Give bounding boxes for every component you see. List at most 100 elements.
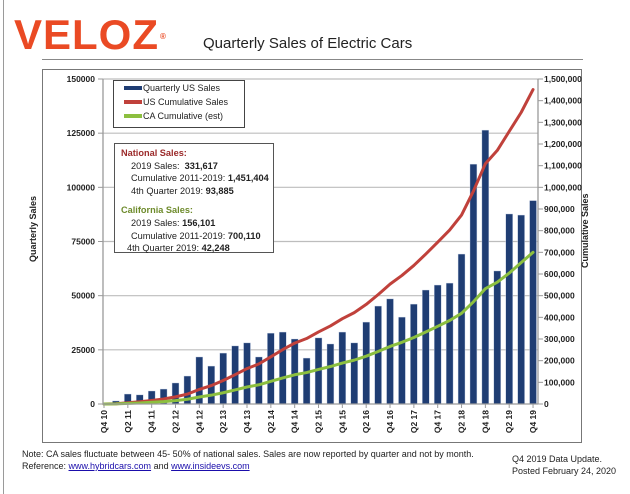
left-tick-label: 150000 <box>67 74 96 84</box>
left-tick-label: 50000 <box>71 291 95 301</box>
left-tick-label: 100000 <box>67 182 96 192</box>
legend-item-ca-cumulative: CA Cumulative (est) <box>114 109 244 123</box>
right-tick-label: 0 <box>544 399 549 409</box>
insideevs-link[interactable]: www.insideevs.com <box>171 461 250 471</box>
x-tick-label: Q4 11 <box>147 410 157 433</box>
x-tick-label: Q2 18 <box>457 410 467 433</box>
logo-text: VELOZ <box>14 11 160 58</box>
right-tick-label: 600,000 <box>544 269 575 279</box>
value: 93,885 <box>205 185 234 196</box>
bar-q2-14 <box>267 332 275 405</box>
hybridcars-link[interactable]: www.hybridcars.com <box>68 461 152 471</box>
value: 331,617 <box>184 160 218 171</box>
chart-frame <box>42 69 582 443</box>
footer-note: Note: CA sales fluctuate between 45- 50%… <box>22 448 474 472</box>
note-text: Note: CA sales fluctuate between 45- 50%… <box>22 449 474 459</box>
update-line: Q4 2019 Data Update. <box>512 454 603 464</box>
right-tick-label: 300,000 <box>544 334 575 344</box>
x-tick-label: Q2 16 <box>361 410 371 433</box>
left-tick-label: 125000 <box>67 128 96 138</box>
x-tick-label: Q4 19 <box>528 410 538 433</box>
x-tick-label: Q4 12 <box>194 410 204 433</box>
right-tick-label: 1,100,000 <box>544 161 582 171</box>
bar-q4-17 <box>434 284 442 405</box>
california-heading: California Sales: <box>121 205 193 216</box>
value: 42,248 <box>201 243 230 254</box>
bar-q4-15 <box>338 331 347 405</box>
left-tick-label: 25000 <box>71 345 95 355</box>
legend-label: CA Cumulative (est) <box>143 111 224 121</box>
right-tick-label: 100,000 <box>544 377 575 387</box>
legend-label: US Cumulative Sales <box>143 97 229 107</box>
x-tick-label: Q2 13 <box>218 410 228 433</box>
page-border <box>3 0 4 494</box>
veloz-logo: VELOZ® <box>14 14 167 56</box>
bar-q3-17 <box>422 289 430 405</box>
x-tick-label: Q2 14 <box>266 410 276 433</box>
legend-swatch-green <box>124 114 142 118</box>
x-axis-ticks: Q4 10 Q2 11 Q4 11 Q2 12 Q4 12 Q2 13 Q4 13 Q2 14… <box>99 404 538 433</box>
bar-q3-14 <box>279 331 287 405</box>
us-cumulative-line <box>102 88 535 406</box>
bar-q2-16 <box>362 321 370 405</box>
right-tick-label: 400,000 <box>544 312 575 322</box>
left-axis-label: Quarterly Sales <box>28 195 38 262</box>
label: Cumulative 2011-2019: <box>131 173 226 184</box>
bar-q2-19 <box>505 213 513 405</box>
right-tick-label: 900,000 <box>544 204 575 214</box>
right-tick-label: 200,000 <box>544 356 575 366</box>
legend-item-quarterly: Quarterly US Sales <box>114 81 244 95</box>
title-divider <box>42 59 583 60</box>
bar-q2-18 <box>457 253 466 405</box>
label: 2019 Sales: <box>131 160 180 171</box>
page-title: Quarterly Sales of Electric Cars <box>203 35 413 52</box>
right-tick-label: 700,000 <box>544 247 575 257</box>
x-tick-label: Q4 15 <box>337 410 347 433</box>
reference-prefix: Reference: <box>22 461 69 471</box>
value: 700,110 <box>227 230 261 241</box>
chart-legend: Quarterly US Sales US Cumulative Sales C… <box>113 80 245 128</box>
right-tick-label: 1,000,000 <box>544 182 582 192</box>
reference-line: Reference: www.hybridcars.com and www.in… <box>22 460 474 472</box>
right-tick-label: 500,000 <box>544 291 575 301</box>
bar-q1-15 <box>302 357 311 405</box>
x-tick-label: Q4 18 <box>480 410 490 433</box>
bar-q4-19 <box>529 200 537 405</box>
bar-q4-14 <box>291 338 299 405</box>
right-tick-label: 800,000 <box>544 226 575 236</box>
registered-mark: ® <box>160 32 167 41</box>
x-tick-label: Q2 11 <box>123 410 133 433</box>
reference-and: and <box>151 461 172 471</box>
bar-q3-18 <box>469 163 478 405</box>
bar-q3-19 <box>517 214 525 405</box>
national-heading: National Sales: <box>121 148 187 158</box>
x-tick-label: Q2 12 <box>171 410 181 433</box>
bar-q1-18 <box>445 282 454 405</box>
california-q4: 4th Quarter 2019: 42,248 <box>121 242 273 255</box>
ca-cumulative-line <box>102 250 535 406</box>
label: 2019 Sales: <box>131 217 180 228</box>
label: 4th Quarter 2019: <box>127 243 200 254</box>
bar-q1-19 <box>493 270 501 405</box>
bar-q4-13 <box>243 342 251 405</box>
posted-date: Posted February 24, 2020 <box>512 466 617 476</box>
value: 156,101 <box>182 217 216 228</box>
left-tick-label: 75000 <box>71 237 95 247</box>
x-tick-label: Q4 13 <box>242 410 252 433</box>
national-cumulative: Cumulative 2011-2019: 1,451,404 <box>121 172 273 185</box>
x-tick-label: Q4 10 <box>99 410 109 433</box>
california-2019-sales: 2019 Sales: 156,101 <box>121 217 273 230</box>
legend-label: Quarterly US Sales <box>143 83 221 93</box>
legend-swatch-blue <box>124 86 142 90</box>
right-tick-label: 1,500,000 <box>544 74 582 84</box>
right-tick-label: 1,300,000 <box>544 117 582 127</box>
right-axis-ticks: 0 100,000 200,000 300,000 400,000 500,000 600,… <box>538 74 582 409</box>
legend-item-us-cumulative: US Cumulative Sales <box>114 95 244 109</box>
right-tick-label: 1,200,000 <box>544 139 582 149</box>
bar-q1-16 <box>350 342 358 405</box>
california-cumulative: Cumulative 2011-2019: 700,110 <box>121 230 273 243</box>
bar-q3-15 <box>326 343 335 405</box>
legend-swatch-red <box>124 100 142 104</box>
x-tick-label: Q2 19 <box>504 410 514 433</box>
